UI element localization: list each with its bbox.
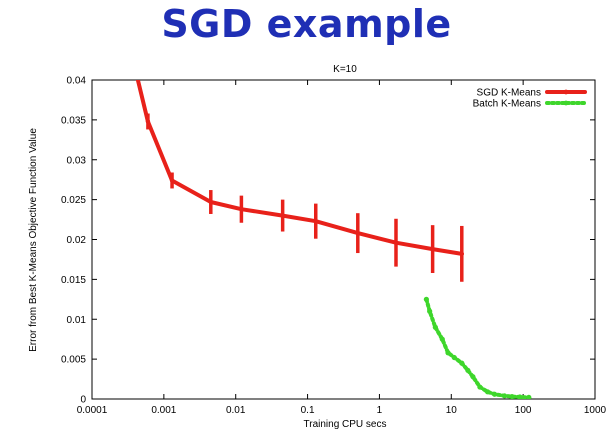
y-tick-label: 0.015: [61, 275, 86, 286]
y-tick-label: 0.03: [67, 155, 87, 166]
legend-label: SGD K-Means: [477, 88, 541, 99]
x-axis-label: Training CPU secs: [304, 419, 387, 430]
data-point: [509, 394, 515, 399]
x-tick-label: 1: [377, 405, 383, 416]
series-layer: [135, 80, 532, 399]
series-line-0: [135, 80, 464, 256]
x-tick-label: 0.0001: [77, 405, 108, 416]
slide-title: SGD example: [161, 2, 452, 46]
data-point: [432, 324, 438, 330]
y-tick-label: 0.01: [67, 315, 87, 326]
data-point: [445, 350, 451, 356]
data-point: [145, 119, 151, 124]
x-tick-label: 0.001: [151, 405, 176, 416]
y-tick-label: 0.04: [67, 76, 87, 87]
data-point: [477, 384, 483, 390]
y-tick-label: 0.02: [67, 235, 87, 246]
x-tick-label: 10: [446, 405, 458, 416]
chart-title: K=10: [333, 64, 357, 75]
y-tick-label: 0.035: [61, 115, 86, 126]
data-point: [280, 213, 285, 218]
data-point: [517, 394, 523, 399]
y-tick-label: 0.025: [61, 195, 86, 206]
data-point: [169, 178, 175, 183]
data-point: [208, 199, 213, 205]
data-point: [439, 336, 445, 342]
legend-label: Batch K-Means: [473, 99, 541, 110]
y-tick-label: 0: [80, 395, 86, 406]
plot-frame: [91, 79, 596, 400]
data-point: [465, 367, 471, 373]
data-point: [459, 360, 465, 366]
axis-ticks: 0 0.005 0.01 0.015 0.02 0.025 0.03 0.035 0.04 0.0…: [61, 76, 607, 417]
data-point: [526, 394, 532, 399]
data-point: [470, 374, 476, 380]
data-point: [459, 251, 464, 257]
plot-border: [91, 79, 596, 400]
legend-marker: [563, 89, 569, 95]
data-point: [491, 391, 498, 397]
data-point: [427, 308, 433, 314]
data-point: [430, 246, 435, 252]
x-tick-label: 100: [515, 405, 532, 416]
data-point: [313, 218, 318, 224]
x-tick-label: 1000: [584, 405, 607, 416]
legend-marker: [563, 100, 569, 106]
data-point: [393, 240, 399, 245]
data-point: [484, 389, 491, 395]
x-tick-label: 0.01: [226, 405, 246, 416]
data-point: [239, 206, 244, 212]
y-tick-label: 0.005: [61, 355, 86, 366]
data-point: [451, 354, 457, 361]
series-line-1: [424, 297, 531, 399]
data-point: [355, 230, 360, 236]
y-axis-label: Error from Best K-Means Objective Functi…: [28, 128, 39, 352]
x-tick-label: 0.1: [301, 405, 315, 416]
data-point: [136, 80, 140, 81]
data-point: [501, 393, 508, 399]
data-point: [423, 296, 429, 302]
